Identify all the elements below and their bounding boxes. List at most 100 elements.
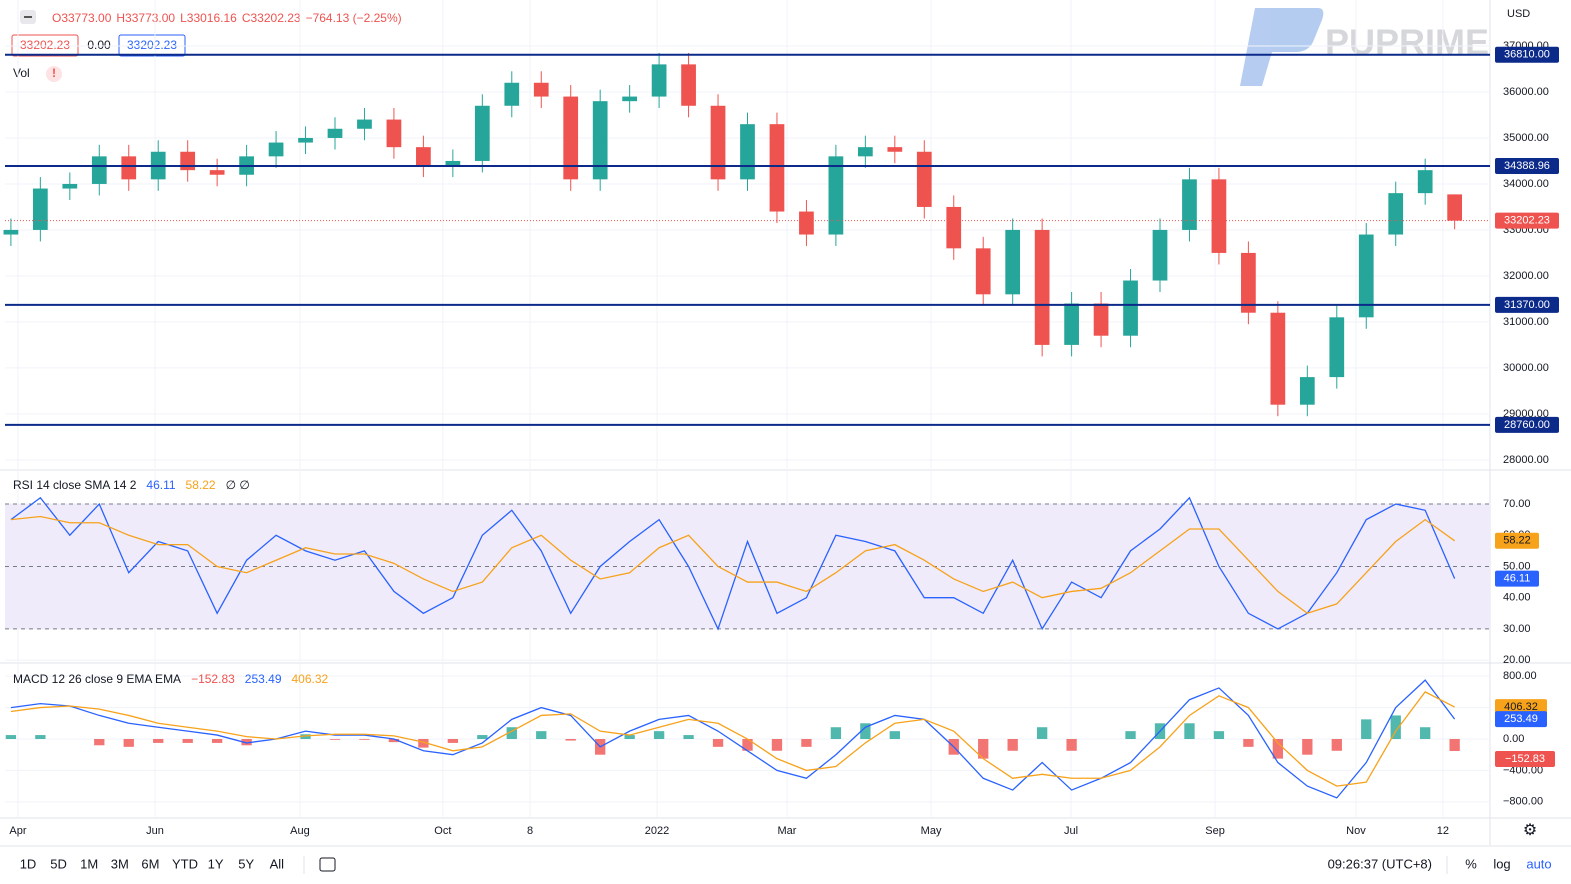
- histogram-bar: [860, 723, 871, 739]
- price-label-bg: [1495, 158, 1559, 175]
- candle-body: [592, 101, 608, 180]
- price-box-text: 33202.23: [20, 38, 70, 52]
- histogram-bar: [447, 738, 459, 743]
- candle-body: [563, 96, 579, 180]
- indicator-legend: MACD 12 26 close 9 EMA EMA −152.83 253.49 4…: [13, 672, 329, 686]
- histogram-bar: [94, 738, 105, 746]
- date-range-icon[interactable]: [319, 857, 336, 872]
- candle-body: [1447, 194, 1463, 221]
- candle-body: [1182, 179, 1197, 230]
- x-tick-label: Nov: [1346, 825, 1366, 837]
- range-button[interactable]: 5Y: [238, 856, 254, 871]
- bottom-toolbar: 1D 5D 1M 3M 6M YTD 1Y 5Y All 09:26:37 (UTC+8)% log…: [20, 856, 1552, 874]
- histogram-bar: [359, 738, 370, 740]
- histogram-bar: [771, 738, 783, 751]
- price-box-text: 0.00: [87, 38, 111, 52]
- x-tick-label: Oct: [434, 825, 451, 837]
- histogram-bar: [1036, 727, 1048, 739]
- histogram-bar: [388, 738, 400, 743]
- histogram-bar: [1125, 731, 1136, 739]
- candle-body: [622, 96, 638, 102]
- legend-value: 406.32: [292, 672, 329, 686]
- price-label-bg: [1495, 296, 1559, 313]
- x-tick-label: May: [921, 825, 942, 837]
- legend-value: ∅ ∅: [226, 478, 250, 492]
- candle-body: [1152, 229, 1168, 281]
- price-label: 406.32: [1504, 701, 1538, 713]
- range-button[interactable]: 1D: [20, 856, 37, 871]
- indicator-line: [10, 679, 1456, 799]
- price-label: 34388.96: [1504, 160, 1550, 172]
- legend-value: C33202.23: [242, 11, 301, 25]
- price-label: 253.49: [1504, 713, 1538, 725]
- price-label-bg: [1495, 532, 1539, 549]
- legend-value: L33016.16: [180, 11, 237, 25]
- candle-body: [681, 64, 696, 106]
- candle-body: [710, 105, 726, 180]
- x-tick-label: Apr: [9, 825, 26, 837]
- y-tick-label: 31000.00: [1503, 316, 1549, 328]
- price-label-bg: [1495, 570, 1539, 587]
- candle-body: [828, 156, 844, 235]
- candle-body: [1358, 234, 1374, 318]
- candle-body: [799, 211, 814, 235]
- y-tick-label: 50.00: [1503, 560, 1531, 572]
- currency-label[interactable]: USD: [1507, 8, 1530, 20]
- histogram-bar: [830, 727, 842, 739]
- range-button[interactable]: 1M: [80, 856, 98, 871]
- scale-option[interactable]: log: [1493, 856, 1510, 871]
- y-tick-label: 800.00: [1503, 670, 1537, 682]
- candle-body: [1299, 377, 1315, 405]
- histogram-bar: [5, 735, 17, 739]
- candle-body: [298, 137, 313, 143]
- candle-body: [121, 156, 137, 180]
- scale-option[interactable]: auto: [1526, 856, 1551, 871]
- price-label: 33202.23: [1504, 215, 1550, 227]
- histogram-bar: [683, 735, 694, 739]
- candle-body: [357, 119, 372, 129]
- rsi-band: [5, 504, 1490, 629]
- histogram-bar: [123, 738, 134, 747]
- range-button[interactable]: 6M: [141, 856, 159, 871]
- candle-body: [1270, 312, 1286, 405]
- candle-body: [1093, 303, 1109, 336]
- candle-body: [268, 142, 284, 157]
- watermark-text: PUPRIME: [1325, 22, 1489, 63]
- histogram-bar: [1213, 731, 1225, 739]
- histogram-bar: [418, 738, 429, 748]
- x-tick-label: 8: [527, 825, 533, 837]
- y-tick-label: 34000.00: [1503, 178, 1549, 190]
- range-button[interactable]: 3M: [111, 856, 129, 871]
- candle-body: [975, 248, 991, 295]
- scale-option[interactable]: %: [1465, 856, 1477, 871]
- legend-value: MACD 12 26 close 9 EMA EMA: [13, 672, 181, 686]
- candle-body: [887, 147, 903, 152]
- range-button[interactable]: 1Y: [208, 856, 224, 871]
- candle-body: [386, 119, 402, 148]
- warning-icon[interactable]: [46, 66, 62, 82]
- histogram-bar: [182, 738, 193, 743]
- range-button[interactable]: YTD: [172, 856, 198, 871]
- candle-body: [1211, 179, 1227, 253]
- histogram-bar: [300, 734, 311, 739]
- histogram-bar: [889, 731, 900, 739]
- candle-body: [1388, 193, 1404, 235]
- histogram-bar: [1420, 727, 1431, 739]
- settings-icon[interactable]: ⚙: [1523, 822, 1537, 839]
- candle-body: [445, 160, 461, 166]
- range-button[interactable]: All: [270, 856, 285, 871]
- candle-body: [857, 147, 873, 157]
- candle-body: [62, 183, 78, 189]
- y-tick-label: 29000.00: [1503, 408, 1549, 420]
- y-tick-label: 36000.00: [1503, 86, 1549, 98]
- x-tick-label: Mar: [778, 825, 797, 837]
- range-button[interactable]: 5D: [50, 856, 67, 871]
- legend-value: H33773.00: [116, 11, 175, 25]
- histogram-bar: [1272, 738, 1284, 759]
- watermark-logo: [1240, 8, 1324, 86]
- candle-body: [327, 128, 343, 138]
- clock: 09:26:37 (UTC+8): [1328, 856, 1432, 871]
- price-label-bg: [1495, 212, 1559, 229]
- price-label-bg: [1495, 46, 1559, 63]
